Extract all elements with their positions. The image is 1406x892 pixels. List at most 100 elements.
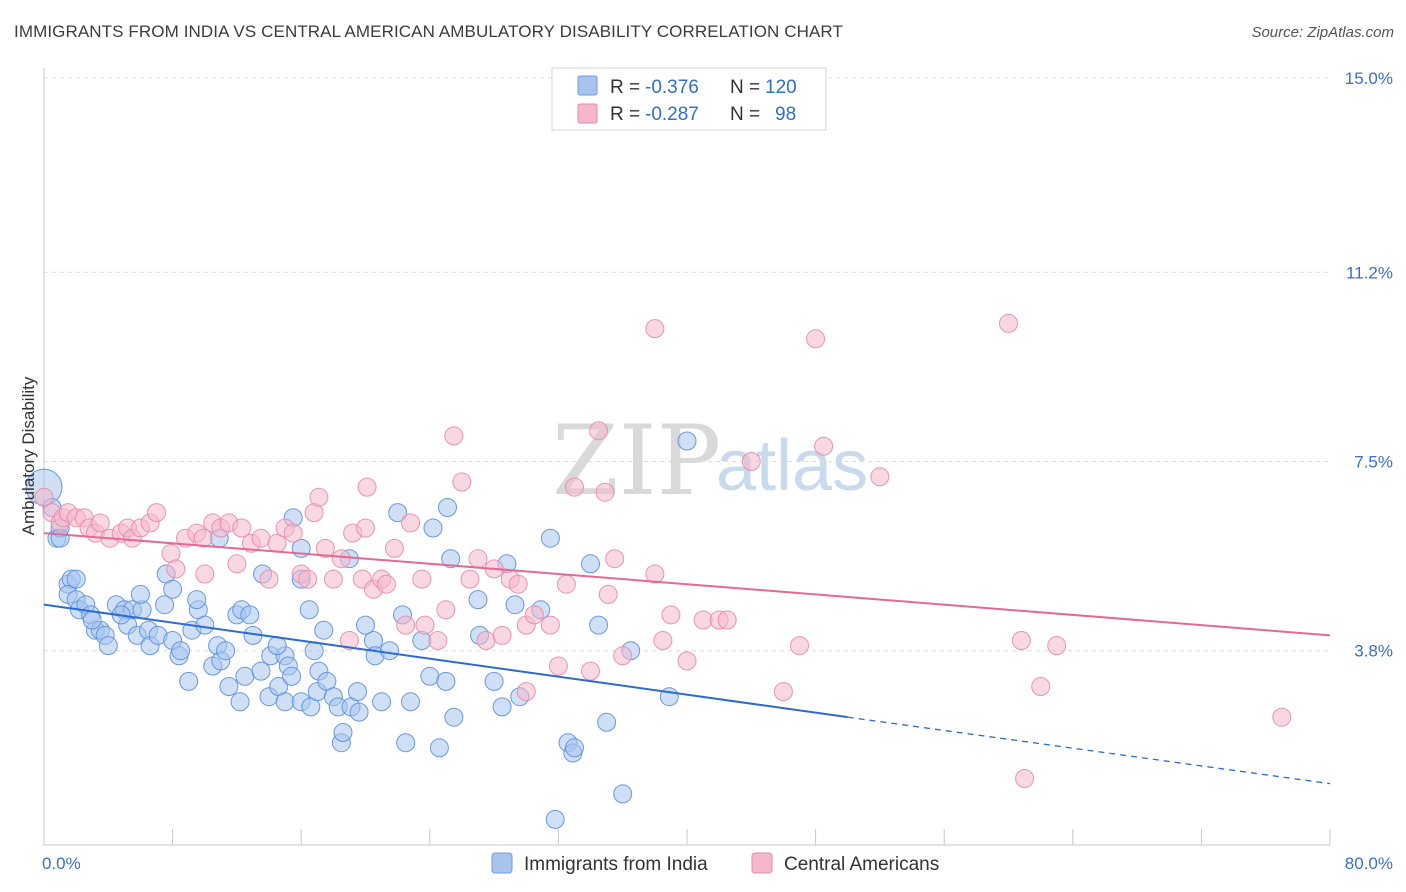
india-point-83	[423, 518, 443, 538]
india-point-71	[348, 682, 367, 702]
central-american-point-66	[524, 605, 544, 625]
central-american-point-50	[396, 615, 416, 635]
india-point-88	[444, 707, 464, 727]
india-point-89	[468, 590, 488, 610]
central-american-point-37	[309, 487, 329, 507]
y-axis-label: Ambulatory Disability	[19, 376, 38, 535]
central-american-point-35	[298, 569, 318, 589]
central-american-point-0	[34, 487, 54, 507]
central-american-point-84	[741, 452, 761, 471]
central-american-point-58	[460, 569, 480, 589]
central-american-point-27	[232, 518, 252, 538]
axes	[43, 68, 1331, 846]
india-point-58	[299, 600, 319, 620]
y-tick-label-0: 3.8%	[1354, 642, 1393, 661]
india-point-55	[275, 692, 295, 712]
central-american-point-87	[814, 436, 834, 456]
central-american-point-77	[645, 564, 665, 584]
central-american-point-81	[693, 610, 713, 630]
central-american-point-76	[613, 646, 633, 666]
legend-n-label-central: N =	[730, 104, 760, 125]
india-point-46	[251, 661, 271, 681]
central-american-point-90	[1015, 769, 1035, 788]
central-american-point-93	[1047, 636, 1067, 656]
trend-line-india-extension	[847, 716, 1331, 785]
india-point-84	[429, 738, 449, 758]
india-point-75	[372, 692, 392, 712]
central-american-point-78	[653, 631, 673, 650]
legend-r-value-central: -0.287	[645, 104, 699, 125]
india-point-98	[545, 809, 565, 829]
legend-n-label-india: N =	[730, 77, 760, 98]
trend-line-central-american	[43, 532, 1331, 637]
central-american-point-18	[166, 559, 186, 579]
central-american-point-72	[589, 421, 609, 441]
india-point-29	[171, 641, 191, 661]
india-point-53	[282, 666, 302, 686]
series-central-american-points	[34, 313, 1292, 788]
central-american-point-44	[356, 518, 375, 538]
india-point-72	[349, 702, 369, 722]
central-american-point-56	[444, 426, 464, 446]
india-point-101	[565, 738, 584, 758]
central-american-point-38	[315, 538, 335, 558]
central-american-point-21	[193, 528, 213, 548]
central-american-point-92	[1031, 677, 1051, 696]
y-tick-labels: 3.8% 7.5% 11.2% 15.0%	[1345, 69, 1393, 661]
central-american-point-59	[468, 549, 488, 569]
central-american-point-75	[605, 549, 625, 569]
legend-r-label-india: R =	[610, 77, 640, 98]
india-point-108	[677, 431, 697, 451]
central-american-point-85	[773, 682, 793, 702]
bottom-legend: Immigrants from India Central Americans	[491, 852, 939, 875]
india-point-82	[420, 666, 440, 686]
trend-line-india	[43, 603, 848, 719]
x-tick-label-1: 80.0%	[1345, 854, 1393, 873]
india-point-44	[240, 605, 260, 625]
india-point-112	[82, 610, 102, 630]
india-point-79	[396, 733, 416, 753]
india-point-102	[581, 554, 600, 574]
india-point-39	[219, 677, 239, 696]
central-american-point-96	[806, 329, 826, 349]
central-american-point-74	[598, 584, 618, 604]
central-american-point-49	[384, 538, 404, 558]
india-point-68	[333, 723, 353, 742]
central-american-point-62	[492, 625, 512, 645]
central-american-point-57	[452, 472, 472, 492]
india-point-113	[187, 590, 207, 610]
bottom-legend-swatch-india	[491, 852, 513, 874]
central-american-point-29	[251, 528, 271, 548]
india-point-60	[304, 641, 324, 661]
india-point-80	[401, 692, 420, 712]
india-point-117	[356, 615, 375, 635]
legend-r-value-india: -0.376	[645, 77, 699, 98]
india-point-111	[130, 584, 150, 604]
legend-n-value-india: 120	[765, 77, 797, 98]
india-point-85	[436, 671, 456, 691]
central-american-point-26	[227, 554, 247, 574]
india-point-87	[441, 549, 461, 569]
bottom-legend-swatch-central-american	[751, 852, 773, 874]
india-point-25	[155, 595, 175, 615]
top-legend: R = -0.376 N = 120 R = -0.287 N = 98	[551, 67, 827, 131]
central-american-point-16	[147, 503, 166, 523]
india-point-94	[505, 595, 525, 615]
y-tick-label-3: 15.0%	[1345, 69, 1393, 88]
trend-lines	[43, 532, 1331, 785]
x-tick-labels: 0.0% 80.0%	[42, 854, 1393, 873]
india-point-81	[412, 631, 432, 650]
central-american-point-71	[581, 661, 600, 681]
central-american-point-45	[357, 477, 377, 497]
chart-title: IMMIGRANTS FROM INDIA VS CENTRAL AMERICA…	[14, 22, 843, 41]
india-point-103	[589, 615, 609, 635]
central-american-point-40	[331, 549, 351, 569]
central-american-point-69	[556, 574, 576, 594]
central-american-point-33	[283, 523, 303, 543]
india-point-110	[163, 579, 183, 599]
central-american-point-48	[376, 574, 396, 594]
central-american-point-60	[476, 631, 496, 650]
central-american-point-68	[548, 656, 568, 676]
central-american-point-86	[790, 636, 809, 656]
india-point-104	[597, 712, 617, 732]
